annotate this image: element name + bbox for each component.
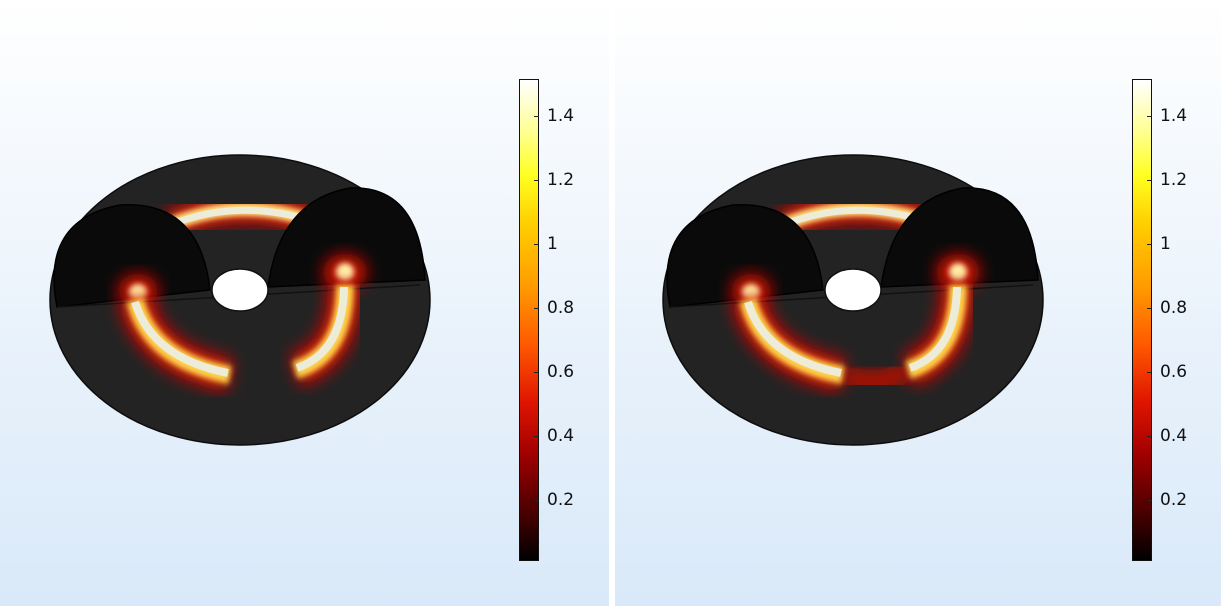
hot-spot-left bbox=[129, 284, 147, 300]
torus-surface-plot bbox=[49, 154, 431, 446]
vertical-slice-right bbox=[880, 187, 1039, 288]
colorbar bbox=[1132, 79, 1152, 561]
panel-divider bbox=[609, 0, 615, 606]
colorbar bbox=[519, 79, 539, 561]
vertical-slice-left bbox=[53, 204, 211, 308]
vertical-slice-left bbox=[666, 204, 824, 308]
glow-bridge bbox=[840, 360, 914, 393]
hot-spot-right bbox=[949, 263, 967, 281]
plot-panel-left[interactable]: 1.4 1.2 1 0.8 0.6 0.4 0.2 bbox=[0, 0, 609, 606]
center-hole bbox=[824, 268, 882, 312]
torus-surface-plot bbox=[662, 154, 1044, 446]
colorbar-ticks: 1.4 1.2 1 0.8 0.6 0.4 0.2 bbox=[534, 79, 599, 561]
center-hole bbox=[211, 268, 269, 312]
hot-spot-left bbox=[742, 284, 760, 300]
colorbar-ticks: 1.4 1.2 1 0.8 0.6 0.4 0.2 bbox=[1147, 79, 1212, 561]
vertical-slice-right bbox=[267, 187, 426, 288]
plot-panel-right[interactable]: 1.4 1.2 1 0.8 0.6 0.4 0.2 bbox=[615, 0, 1221, 606]
hot-spot-right bbox=[336, 263, 354, 281]
